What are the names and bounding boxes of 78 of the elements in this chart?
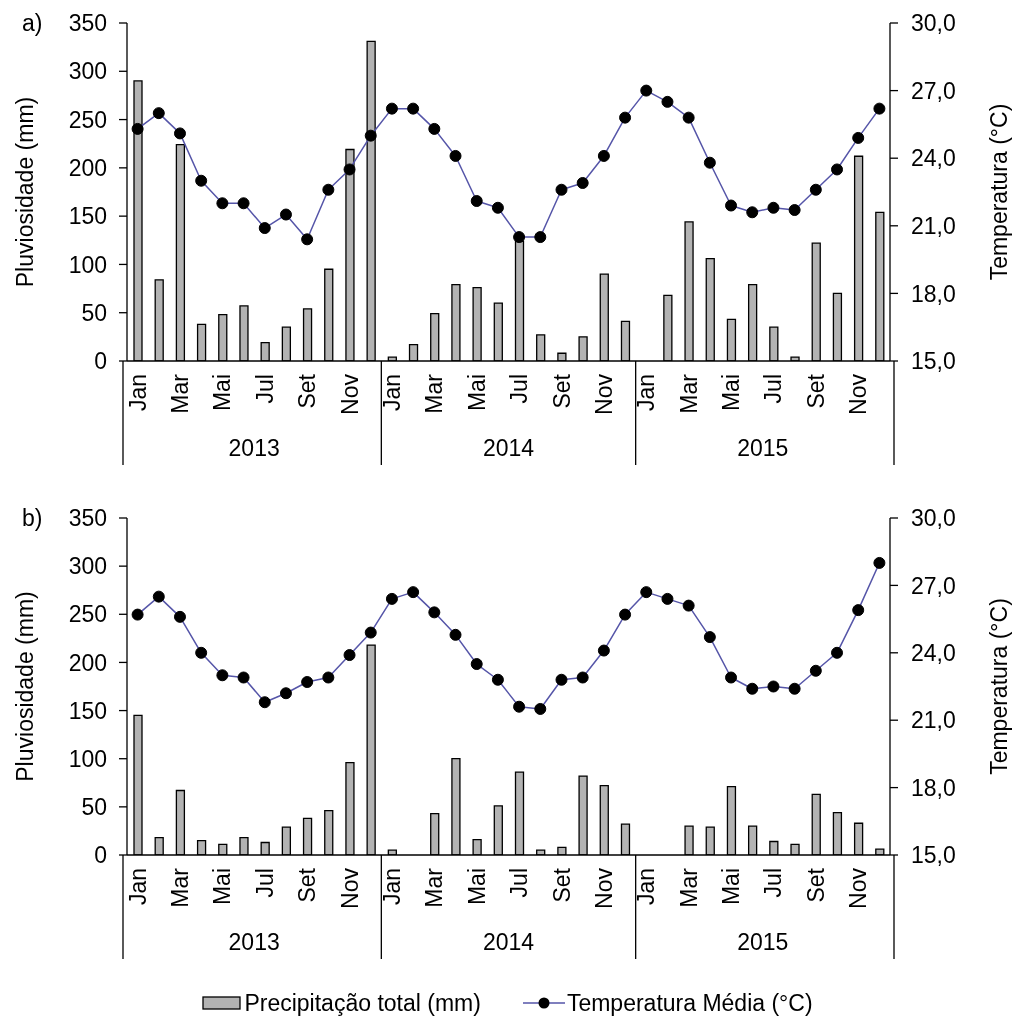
x-tick-label: Jan	[633, 374, 660, 412]
text: 2013	[228, 929, 280, 956]
y-tick-label: 150	[68, 697, 107, 724]
x-tick-label: Mar	[675, 373, 702, 414]
y-tick-label: 300	[68, 553, 107, 580]
y-axis-title: Pluviosidade (mm)	[12, 96, 39, 288]
x-tick-label: Jul	[506, 374, 533, 404]
y2-tick-label: 21,0	[911, 707, 956, 734]
legend-label: Temperatura Média (°C)	[566, 989, 813, 1017]
y2-tick-label: 24,0	[911, 639, 956, 666]
x-tick-label: Nov	[590, 867, 617, 909]
y2-tick-label: 21,0	[911, 212, 956, 239]
y2-tick-label: 18,0	[911, 774, 956, 801]
y2-tick-label: 15,0	[911, 842, 956, 869]
x-tick-label: Jul	[760, 868, 787, 898]
x-tick-label: Set	[294, 373, 321, 409]
x-tick-label: Mai	[718, 374, 745, 412]
x-tick-label: Mar	[167, 867, 194, 908]
y2-tick-label: 30,0	[911, 505, 956, 532]
x-tick-label: Jan	[633, 868, 660, 906]
y2-tick-label: 30,0	[911, 10, 956, 37]
y2-axis-title: Temperatura (°C)	[986, 598, 1013, 775]
text: 2014	[482, 929, 535, 956]
x-tick-label: Mai	[463, 868, 490, 906]
x-tick-label: Nov	[590, 373, 617, 415]
y-tick-label: 100	[68, 745, 107, 772]
y-tick-label: 50	[81, 794, 107, 821]
legend-label: Precipitação total (mm)	[244, 989, 481, 1017]
x-tick-label: Set	[548, 373, 575, 409]
x-tick-label: Mar	[421, 867, 448, 908]
y-tick-label: 200	[68, 649, 107, 676]
x-tick-label: Mar	[675, 867, 702, 908]
x-tick-label: Nov	[336, 867, 363, 909]
y-tick-label: 0	[94, 348, 107, 375]
y2-tick-label: 18,0	[911, 280, 956, 307]
x-tick-label: Mar	[421, 373, 448, 414]
x-tick-label: Mai	[718, 868, 745, 906]
y-axis-title: Pluviosidade (mm)	[12, 591, 39, 782]
y2-tick-label: 24,0	[911, 145, 956, 172]
y-tick-label: 50	[81, 299, 107, 326]
y-tick-label: 250	[68, 601, 107, 628]
x-tick-label: Mar	[167, 373, 194, 414]
x-tick-label: Jan	[378, 374, 405, 412]
x-tick-label: Set	[548, 867, 575, 903]
x-tick-label: Set	[802, 373, 829, 409]
y-tick-label: 0	[94, 842, 107, 869]
x-tick-label: Nov	[336, 373, 363, 415]
x-tick-label: Nov	[845, 867, 872, 909]
text: 2014	[482, 435, 535, 462]
x-tick-label: Jul	[251, 374, 278, 404]
chart-title: a)	[22, 10, 43, 36]
y-tick-label: 300	[68, 58, 107, 85]
x-tick-label: Jan	[124, 868, 151, 906]
y-tick-label: 250	[68, 106, 107, 133]
x-tick-label: Mai	[209, 374, 236, 412]
x-tick-label: Set	[802, 867, 829, 903]
y2-tick-label: 15,0	[911, 348, 956, 375]
y2-axis-title: Temperatura (°C)	[986, 103, 1013, 281]
x-tick-label: Jan	[124, 374, 151, 412]
y-tick-label: 150	[68, 203, 107, 230]
y2-tick-label: 27,0	[911, 77, 956, 104]
y-tick-label: 100	[68, 251, 107, 278]
x-tick-label: Nov	[845, 373, 872, 415]
x-tick-label: Jul	[506, 868, 533, 898]
y2-tick-label: 27,0	[911, 572, 956, 599]
text: 2015	[737, 435, 789, 462]
x-tick-label: Mai	[463, 374, 490, 412]
x-tick-label: Jan	[378, 868, 405, 906]
y-tick-label: 350	[68, 10, 107, 37]
text: 2015	[737, 929, 789, 956]
y-tick-label: 350	[68, 505, 107, 532]
y-tick-label: 200	[68, 155, 107, 182]
x-tick-label: Mai	[209, 868, 236, 906]
x-tick-label: Jul	[251, 868, 278, 898]
chart-title: b)	[22, 505, 43, 531]
x-tick-label: Set	[294, 867, 321, 903]
text: 2013	[228, 435, 280, 462]
x-tick-label: Jul	[760, 374, 787, 404]
